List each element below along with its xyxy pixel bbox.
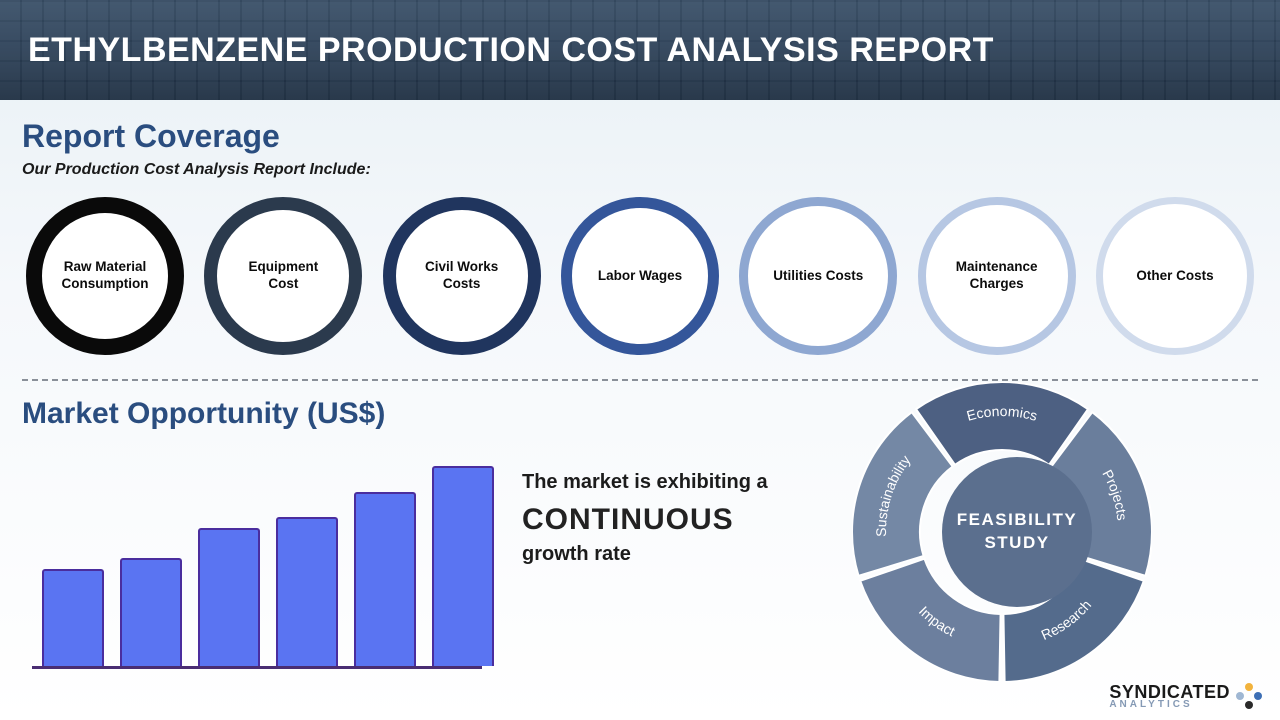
coverage-circle: Utilities Costs bbox=[739, 197, 897, 355]
brand-dot bbox=[1254, 692, 1262, 700]
page-title: ETHYLBENZENE PRODUCTION COST ANALYSIS RE… bbox=[28, 31, 994, 70]
donut-center-label: FEASIBILITY STUDY bbox=[942, 457, 1092, 607]
coverage-circle-label: Other Costs bbox=[1136, 268, 1213, 285]
bar bbox=[198, 528, 260, 666]
coverage-circle: Raw Material Consumption bbox=[26, 197, 184, 355]
coverage-circle-label: Equipment Cost bbox=[235, 259, 331, 293]
coverage-circle-label: Labor Wages bbox=[598, 268, 682, 285]
coverage-circle: Other Costs bbox=[1096, 197, 1254, 355]
feasibility-donut: EconomicsProjectsResearchImpactSustainab… bbox=[852, 382, 1182, 682]
bar bbox=[42, 569, 104, 666]
tagline-post: growth rate bbox=[522, 539, 832, 569]
bar bbox=[120, 558, 182, 666]
market-title: Market Opportunity (US$) bbox=[22, 397, 502, 431]
brand-dots-icon bbox=[1236, 683, 1262, 709]
market-tagline: The market is exhibiting a CONTINUOUS gr… bbox=[522, 397, 832, 569]
brand-dot bbox=[1245, 683, 1253, 691]
bar bbox=[432, 466, 494, 666]
coverage-circle: Labor Wages bbox=[561, 197, 719, 355]
coverage-circle: Equipment Cost bbox=[204, 197, 362, 355]
brand-logo-block: SYNDICATED ANALYTICS bbox=[1109, 682, 1262, 710]
bar bbox=[354, 492, 416, 666]
coverage-title: Report Coverage bbox=[22, 118, 1258, 155]
coverage-circles: Raw Material Consumption Equipment Cost Ci… bbox=[22, 193, 1258, 373]
brand-dot bbox=[1245, 701, 1253, 709]
coverage-circle: Maintenance Charges bbox=[918, 197, 1076, 355]
bar bbox=[276, 517, 338, 666]
brand-dot bbox=[1236, 692, 1244, 700]
chart-axis bbox=[32, 666, 482, 669]
coverage-circle-label: Raw Material Consumption bbox=[60, 259, 150, 293]
market-bar-chart bbox=[22, 449, 482, 669]
coverage-circle-label: Civil Works Costs bbox=[414, 259, 510, 293]
section-divider bbox=[22, 379, 1258, 381]
lower-section: Market Opportunity (US$) The market is e… bbox=[22, 397, 1258, 682]
bar-group bbox=[42, 466, 494, 666]
content-area: Report Coverage Our Production Cost Anal… bbox=[0, 100, 1280, 682]
coverage-circle-label: Utilities Costs bbox=[773, 268, 863, 285]
coverage-subtitle: Our Production Cost Analysis Report Incl… bbox=[22, 161, 1258, 179]
coverage-circle-label: Maintenance Charges bbox=[944, 259, 1050, 293]
tagline-big: CONTINUOUS bbox=[522, 503, 832, 537]
tagline-pre: The market is exhibiting a bbox=[522, 467, 832, 497]
coverage-circle: Civil Works Costs bbox=[383, 197, 541, 355]
market-block: Market Opportunity (US$) bbox=[22, 397, 502, 669]
header-band: ETHYLBENZENE PRODUCTION COST ANALYSIS RE… bbox=[0, 0, 1280, 100]
